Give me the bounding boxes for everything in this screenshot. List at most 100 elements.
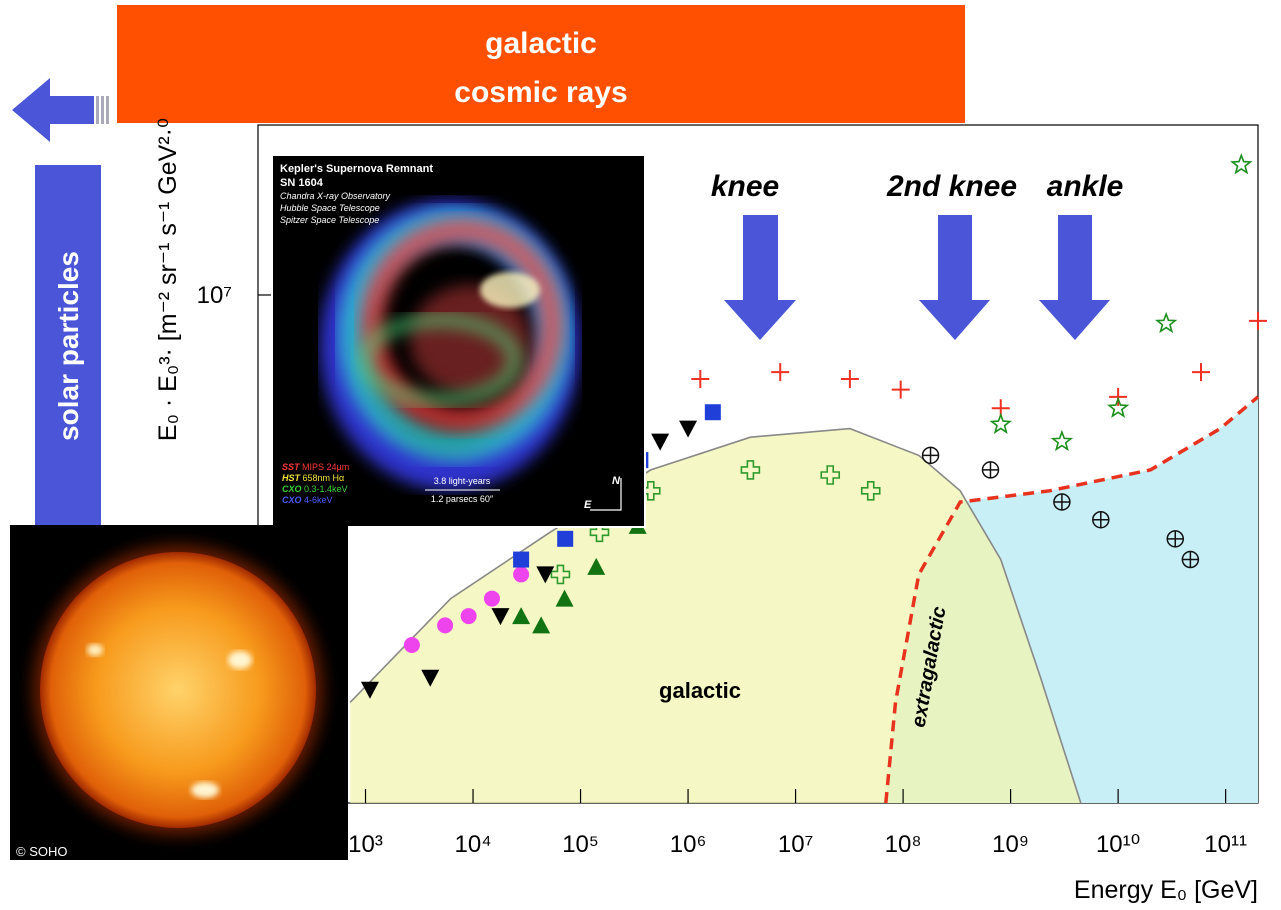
marker-shape — [1050, 429, 1074, 452]
data-point — [512, 607, 531, 625]
marker-shape — [1167, 530, 1184, 547]
side-label: solar particles — [53, 251, 84, 441]
sun-inset: © SOHO — [10, 525, 348, 860]
data-point — [1053, 493, 1071, 511]
data-point — [513, 551, 530, 568]
data-point — [1092, 510, 1110, 529]
band-instrument: CXO — [282, 484, 302, 494]
band-instrument: CXO — [282, 495, 302, 505]
marker-shape — [820, 465, 841, 485]
data-point — [1192, 363, 1210, 382]
data-point — [989, 412, 1012, 434]
inset-scale: 3.8 light-years — [434, 476, 491, 486]
marker-shape — [512, 607, 531, 625]
y-tick-label: 10⁷ — [197, 282, 232, 309]
second-knee-arrow — [919, 215, 990, 340]
marker-shape — [491, 608, 510, 626]
marker-shape — [691, 369, 710, 388]
data-point — [589, 522, 610, 543]
marker-shape — [840, 369, 859, 388]
x-tick-label: 10¹¹ — [1204, 831, 1247, 858]
x-tick-label: 10³ — [348, 831, 383, 858]
data-point — [860, 481, 881, 501]
data-point — [557, 530, 574, 547]
band-label: HST 658nm Hα — [282, 473, 344, 483]
side-box — [35, 165, 101, 527]
inset-scale: 1.2 parsecs 60″ — [431, 494, 494, 504]
marker-shape — [771, 363, 790, 382]
marker-shape — [437, 617, 454, 634]
annotation: ankle — [1047, 170, 1124, 203]
data-point — [704, 404, 721, 421]
inset-credit: Chandra X-ray Observatory — [280, 191, 391, 201]
solar-arrow — [12, 78, 109, 142]
marker-shape — [403, 636, 420, 653]
band-instrument: HST — [282, 473, 302, 483]
data-point — [981, 461, 1000, 479]
band-range: 0.3-1.4keV — [304, 484, 348, 494]
x-tick-label: 10⁸ — [885, 831, 922, 858]
x-axis-title: Energy E₀ [GeV] — [1074, 876, 1258, 904]
data-point — [921, 446, 940, 465]
data-point — [491, 608, 510, 626]
data-point — [1181, 550, 1200, 569]
marker-shape — [1053, 493, 1070, 510]
marker-shape — [922, 447, 939, 464]
band-label: CXO 4-6keV — [282, 495, 333, 505]
marker-shape — [360, 681, 379, 699]
x-tick-label: 10⁶ — [670, 831, 707, 858]
data-point — [532, 616, 551, 634]
marker-shape — [587, 557, 606, 575]
data-point — [483, 590, 500, 607]
marker-shape — [557, 530, 574, 547]
annotation: 2nd knee — [886, 170, 1017, 203]
compass-label: N — [612, 475, 621, 487]
data-point — [891, 380, 910, 399]
band-label: SST MIPS 24µm — [282, 462, 349, 472]
marker-shape — [1106, 396, 1130, 418]
supernova-inset: Kepler's Supernova Remnant SN 1604 Chand… — [271, 154, 646, 528]
x-tick-label: 10⁵ — [562, 831, 599, 858]
banner — [117, 5, 965, 123]
marker-shape — [1182, 551, 1199, 568]
band-range: 4-6keV — [304, 495, 333, 505]
marker-shape — [891, 380, 910, 399]
sun-credit: © SOHO — [16, 844, 67, 859]
data-point — [691, 369, 710, 388]
marker-shape — [989, 412, 1012, 434]
y-axis-title: E₀ · E₀³· [m⁻² sr⁻¹ s⁻¹ GeV²·⁰ — [154, 118, 182, 441]
inset-title: Kepler's Supernova Remnant — [280, 163, 433, 175]
annotation: galactic — [659, 678, 741, 703]
x-tick-label: 10⁴ — [455, 831, 492, 858]
x-tick-label: 10⁹ — [992, 831, 1029, 858]
feature-arrows — [724, 215, 1110, 340]
marker-shape — [860, 481, 881, 501]
marker-shape — [1155, 311, 1178, 334]
x-tick-label: 10⁷ — [778, 831, 813, 858]
marker-shape — [513, 551, 530, 568]
knee-arrow — [724, 215, 796, 340]
inset-subtitle: SN 1604 — [280, 177, 324, 189]
marker-shape — [555, 589, 574, 607]
data-point — [820, 465, 841, 485]
data-point — [1166, 530, 1185, 548]
band-label: CXO 0.3-1.4keV — [282, 484, 348, 494]
marker-shape — [589, 522, 610, 543]
marker-shape — [483, 590, 500, 607]
x-tick-label: 10¹⁰ — [1096, 831, 1140, 858]
marker-shape — [460, 608, 477, 625]
data-point — [1050, 429, 1074, 452]
inset-credit: Spitzer Space Telescope — [280, 215, 379, 225]
data-point — [587, 557, 606, 575]
ankle-arrow — [1039, 215, 1110, 340]
data-point — [1155, 311, 1178, 334]
data-point — [651, 433, 670, 451]
marker-shape — [1092, 511, 1109, 528]
marker-shape — [679, 420, 698, 438]
data-point — [555, 589, 574, 607]
marker-shape — [532, 616, 551, 634]
banner-line: galactic — [485, 27, 597, 60]
compass-label: E — [584, 499, 592, 511]
